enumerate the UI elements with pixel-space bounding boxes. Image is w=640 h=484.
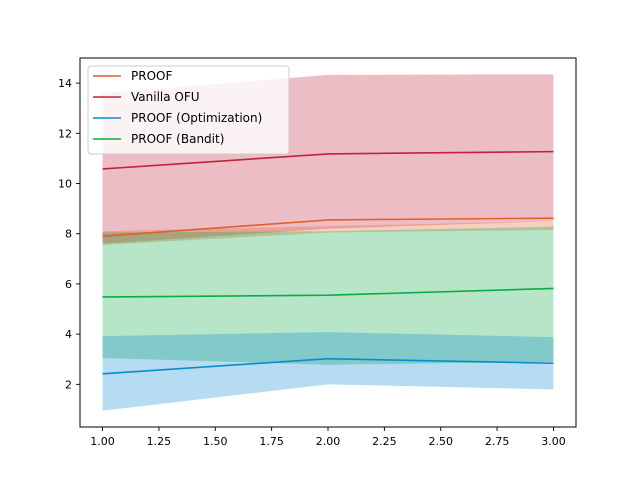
x-tick-label: 1.75	[259, 435, 284, 448]
legend-label-2: Vanilla OFU	[131, 90, 200, 104]
y-tick-label: 14	[58, 77, 72, 90]
series-line-4	[102, 287, 554, 298]
y-tick-label: 8	[65, 228, 72, 241]
confidence-band-3	[102, 332, 554, 411]
confidence-band-1	[102, 221, 554, 246]
legend-box	[87, 65, 290, 155]
series-line-1	[102, 217, 554, 238]
legend-label-3: PROOF (Optimization)	[131, 111, 262, 125]
legend-label-1: PROOF	[131, 69, 172, 83]
legend-label-4: PROOF (Bandit)	[131, 132, 224, 146]
y-tick-label: 4	[65, 328, 72, 341]
x-tick-label: 2.50	[428, 435, 453, 448]
x-tick-label: 3.00	[541, 435, 566, 448]
x-tick-label: 1.50	[203, 435, 228, 448]
x-tick-label: 2.75	[485, 435, 510, 448]
series-lines	[102, 150, 554, 375]
y-tick-label: 6	[65, 278, 72, 291]
x-tick-label: 1.25	[147, 435, 172, 448]
series-line-2	[102, 150, 554, 170]
x-tick-label: 2.25	[372, 435, 397, 448]
x-tick-label: 2.00	[316, 435, 341, 448]
legend: PROOF Vanilla OFU PROOF (Optimization) PROO…	[87, 65, 290, 155]
x-tick-label: 1.00	[90, 435, 115, 448]
y-tick-label: 2	[65, 378, 72, 391]
y-axis-ticks: 2 4 6 8 10 12 14	[58, 77, 80, 391]
x-axis-ticks: 1.00 1.25 1.50 1.75 2.00 2.25 2.50 2.75 3.00	[90, 427, 566, 448]
series-line-3	[102, 357, 554, 375]
y-tick-label: 10	[58, 178, 72, 191]
y-tick-label: 12	[58, 127, 72, 140]
